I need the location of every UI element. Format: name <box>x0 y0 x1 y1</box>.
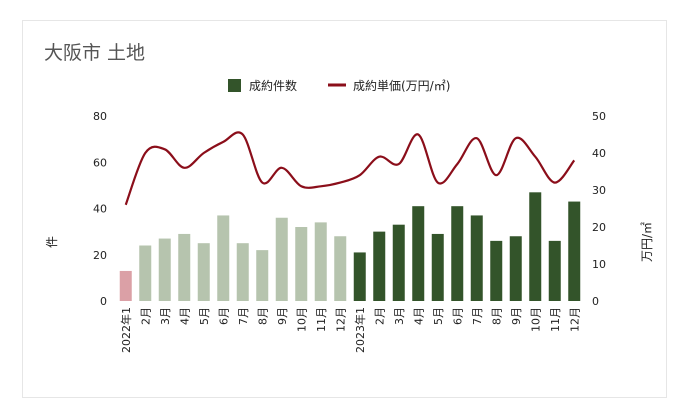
bar <box>373 231 386 301</box>
x-tick-label: 10月 <box>295 307 308 332</box>
y2-tick-label: 50 <box>592 110 606 123</box>
bar <box>334 236 347 301</box>
bar <box>178 233 191 301</box>
y2-tick-label: 30 <box>592 184 606 197</box>
y2-tick-label: 0 <box>592 295 599 308</box>
bar <box>314 222 327 301</box>
x-tick-label: 12月 <box>334 307 347 332</box>
legend-swatch-bars <box>228 79 241 92</box>
bar <box>139 245 152 301</box>
bar <box>392 224 405 301</box>
bar <box>217 215 230 301</box>
bar <box>158 238 171 301</box>
x-tick-label: 7月 <box>471 307 484 325</box>
y2-axis-label: 万円/㎡ <box>640 222 654 262</box>
legend-label-bars: 成約件数 <box>249 78 297 93</box>
legend-label-line: 成約単価(万円/㎡) <box>353 78 450 93</box>
x-tick-label: 11月 <box>315 307 328 332</box>
x-tick-label: 10月 <box>529 307 542 332</box>
legend: 成約件数 成約単価(万円/㎡) <box>228 78 450 93</box>
x-tick-label: 2022年1 <box>119 307 133 353</box>
y2-tick-label: 20 <box>592 221 606 234</box>
y-tick-label: 40 <box>93 203 107 216</box>
bar <box>353 252 366 301</box>
y-tick-label: 60 <box>93 156 107 169</box>
bar <box>197 243 210 301</box>
y-tick-label: 80 <box>93 110 107 123</box>
chart-title: 大阪市 土地 <box>44 42 146 64</box>
x-tick-label: 11月 <box>549 307 562 332</box>
x-tick-label: 5月 <box>198 307 211 325</box>
bar <box>275 217 288 301</box>
bar <box>509 236 522 301</box>
bar <box>119 270 132 301</box>
bar <box>412 206 425 301</box>
x-tick-label: 5月 <box>432 307 445 325</box>
x-axis-ticks: 2022年1 2月 3月 4月 5月 6月 7月 8月 9月 10月 11月 12月 2023年1 2月 3… <box>119 307 582 353</box>
bar <box>451 206 464 301</box>
x-tick-label: 3月 <box>159 307 172 325</box>
x-tick-label: 4月 <box>178 307 191 325</box>
bar <box>236 243 249 301</box>
x-tick-label: 3月 <box>393 307 406 325</box>
y2-tick-label: 10 <box>592 258 606 271</box>
x-tick-label: 12月 <box>568 307 581 332</box>
bar <box>548 240 561 301</box>
y-tick-label: 0 <box>100 295 107 308</box>
y-axis-label: 件 <box>45 236 59 248</box>
x-tick-label: 9月 <box>276 307 289 325</box>
x-tick-label: 9月 <box>510 307 523 325</box>
y-tick-label: 20 <box>93 249 107 262</box>
y-axis-ticks: 0 20 40 60 80 <box>93 110 107 308</box>
x-tick-label: 6月 <box>451 307 464 325</box>
y2-tick-label: 40 <box>592 147 606 160</box>
x-tick-label: 8月 <box>490 307 503 325</box>
chart-card <box>22 20 667 398</box>
x-tick-label: 4月 <box>412 307 425 325</box>
x-tick-label: 2月 <box>139 307 152 325</box>
bar <box>431 233 444 301</box>
x-tick-label: 2月 <box>373 307 386 325</box>
x-tick-label: 7月 <box>237 307 250 325</box>
line-series <box>124 131 576 206</box>
bar <box>490 240 503 301</box>
bar <box>295 227 308 301</box>
y2-axis-ticks: 0 10 20 30 40 50 <box>592 110 606 308</box>
x-tick-label: 6月 <box>217 307 230 325</box>
bar <box>529 192 542 301</box>
x-tick-label: 8月 <box>256 307 269 325</box>
bar <box>568 201 581 301</box>
bar-series <box>119 192 581 301</box>
bar <box>256 250 269 301</box>
x-tick-label: 2023年1 <box>353 307 367 353</box>
bar <box>470 215 483 301</box>
